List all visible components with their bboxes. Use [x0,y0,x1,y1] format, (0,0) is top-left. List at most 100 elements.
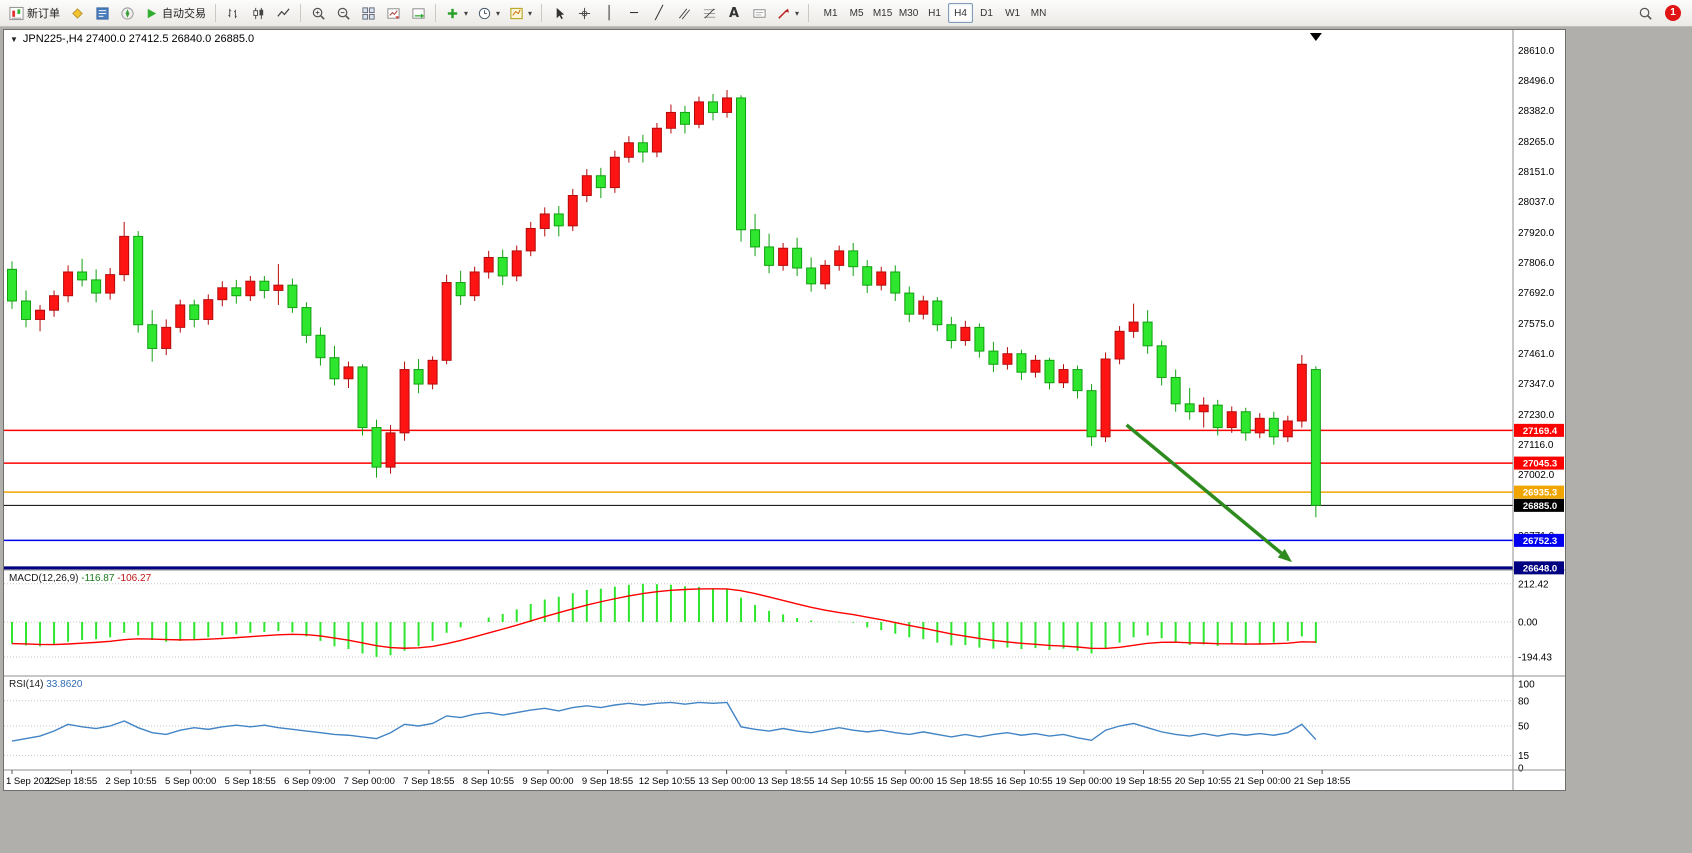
timeframe-m30-button[interactable]: M30 [896,3,921,23]
toolbar-separator [435,4,436,22]
timeframe-d1-button[interactable]: D1 [974,3,999,23]
svg-text:21 Sep 00:00: 21 Sep 00:00 [1234,776,1291,787]
crosshair-icon [578,7,590,19]
trendline-icon: ╱ [655,5,663,21]
vertical-line-icon: │ [605,5,613,21]
candlestick-chart-button[interactable] [246,2,270,24]
main-toolbar: 新订单 自动交易 ▾ ▾ [0,0,1692,27]
svg-text:27116.0: 27116.0 [1518,440,1554,451]
toolbar-separator [215,4,216,22]
channel-tool-button[interactable] [672,2,696,24]
chart-shift-marker[interactable] [1309,33,1322,41]
svg-text:13 Sep 00:00: 13 Sep 00:00 [698,776,755,787]
templates-icon [510,7,523,19]
chart-window: 28610.0 28496.0 28382.0 28265.0 28151.0 28037… [3,29,1566,791]
market-watch-button[interactable] [90,2,114,24]
chevron-down-icon: ▾ [795,8,800,18]
zoom-out-icon [337,7,350,20]
arrows-tool-button[interactable]: ▾ [772,2,803,24]
vertical-line-tool-button[interactable]: │ [597,2,621,24]
svg-text:14 Sep 10:55: 14 Sep 10:55 [817,776,874,787]
timeframe-mn-button[interactable]: MN [1026,3,1051,23]
navigator-icon [120,6,134,20]
svg-text:2 Sep 10:55: 2 Sep 10:55 [105,776,156,787]
search-button[interactable] [1633,2,1657,24]
search-icon [1639,7,1652,20]
level-lines[interactable] [4,429,1513,570]
bar-chart-button[interactable] [221,2,245,24]
svg-text:19 Sep 00:00: 19 Sep 00:00 [1056,776,1113,787]
metaeditor-button[interactable] [65,2,89,24]
timeframe-m15-button[interactable]: M15 [870,3,895,23]
text-label-icon [752,8,766,18]
timeframe-w1-button[interactable]: W1 [1000,3,1025,23]
indicators-button[interactable]: ▾ [441,2,472,24]
price-chart-canvas[interactable]: 28610.0 28496.0 28382.0 28265.0 28151.0 28037… [4,30,1565,790]
svg-text:27575.0: 27575.0 [1518,319,1555,330]
svg-text:27461.0: 27461.0 [1518,349,1555,360]
svg-text:16 Sep 10:55: 16 Sep 10:55 [996,776,1053,787]
svg-text:19 Sep 18:55: 19 Sep 18:55 [1115,776,1172,787]
svg-text:1 Sep 2022: 1 Sep 2022 [6,776,55,787]
crosshair-tool-button[interactable] [572,2,596,24]
horizontal-line-tool-button[interactable]: ─ [622,2,646,24]
clock-icon [478,7,491,19]
cursor-tool-button[interactable] [547,2,571,24]
trend-arrow-annotation[interactable] [1125,423,1293,563]
tile-windows-button[interactable] [356,2,380,24]
arrow-object-icon [778,7,789,19]
price-badge-26885.0 [1514,498,1564,512]
equidistant-channel-icon [678,8,690,19]
autotrading-button[interactable]: 自动交易 [140,2,210,24]
svg-text:80: 80 [1518,696,1530,707]
macd-signal-line [11,588,1316,650]
zoom-in-icon [312,7,325,20]
toolbar-separator [541,4,543,22]
price-badge-26935.3 [1514,485,1564,499]
svg-text:28496.0: 28496.0 [1518,76,1555,87]
svg-text:26648.0: 26648.0 [1523,563,1557,574]
periods-button[interactable]: ▾ [473,2,504,24]
new-order-label: 新订单 [27,8,60,20]
price-badge-26752.3 [1514,533,1564,547]
panel-separators [4,30,1565,790]
cursor-icon [556,7,564,19]
svg-text:9 Sep 00:00: 9 Sep 00:00 [522,776,573,787]
svg-text:21 Sep 18:55: 21 Sep 18:55 [1294,776,1351,787]
workspace: 28610.0 28496.0 28382.0 28265.0 28151.0 28037… [0,27,1692,853]
line-chart-button[interactable] [271,2,295,24]
svg-text:50: 50 [1518,722,1530,733]
auto-scroll-button[interactable] [406,2,430,24]
timeframe-h1-button[interactable]: H1 [922,3,947,23]
notification-badge[interactable]: 1 [1665,5,1681,21]
fibonacci-tool-button[interactable] [697,2,721,24]
toolbar-separator [300,4,301,22]
svg-text:28610.0: 28610.0 [1518,46,1555,57]
zoom-out-button[interactable] [331,2,355,24]
timeframe-m1-button[interactable]: M1 [818,3,843,23]
macd-histogram [11,583,1317,657]
timeframe-h4-button[interactable]: H4 [948,3,974,23]
svg-text:28382.0: 28382.0 [1518,106,1555,117]
chart-shift-button[interactable] [381,2,405,24]
text-label-tool-button[interactable] [747,2,771,24]
ohlc-collapse-icon[interactable]: ▼ [10,34,18,44]
svg-text:27230.0: 27230.0 [1518,410,1555,421]
svg-text:27045.3: 27045.3 [1523,459,1557,470]
timeframe-m5-button[interactable]: M5 [844,3,869,23]
new-order-button[interactable]: 新订单 [5,2,64,24]
zoom-in-button[interactable] [306,2,330,24]
metaeditor-icon [71,7,83,19]
svg-text:15 Sep 00:00: 15 Sep 00:00 [877,776,934,787]
line-chart-icon [276,7,290,17]
svg-text:26885.0: 26885.0 [1523,501,1557,512]
svg-text:27169.4: 27169.4 [1523,426,1558,437]
trendline-tool-button[interactable]: ╱ [647,2,671,24]
navigator-button[interactable] [115,2,139,24]
svg-text:27692.0: 27692.0 [1518,288,1555,299]
templates-button[interactable]: ▾ [505,2,536,24]
svg-text:5 Sep 18:55: 5 Sep 18:55 [225,776,276,787]
indicators-add-icon [447,8,458,18]
text-tool-button[interactable]: A [722,2,746,24]
